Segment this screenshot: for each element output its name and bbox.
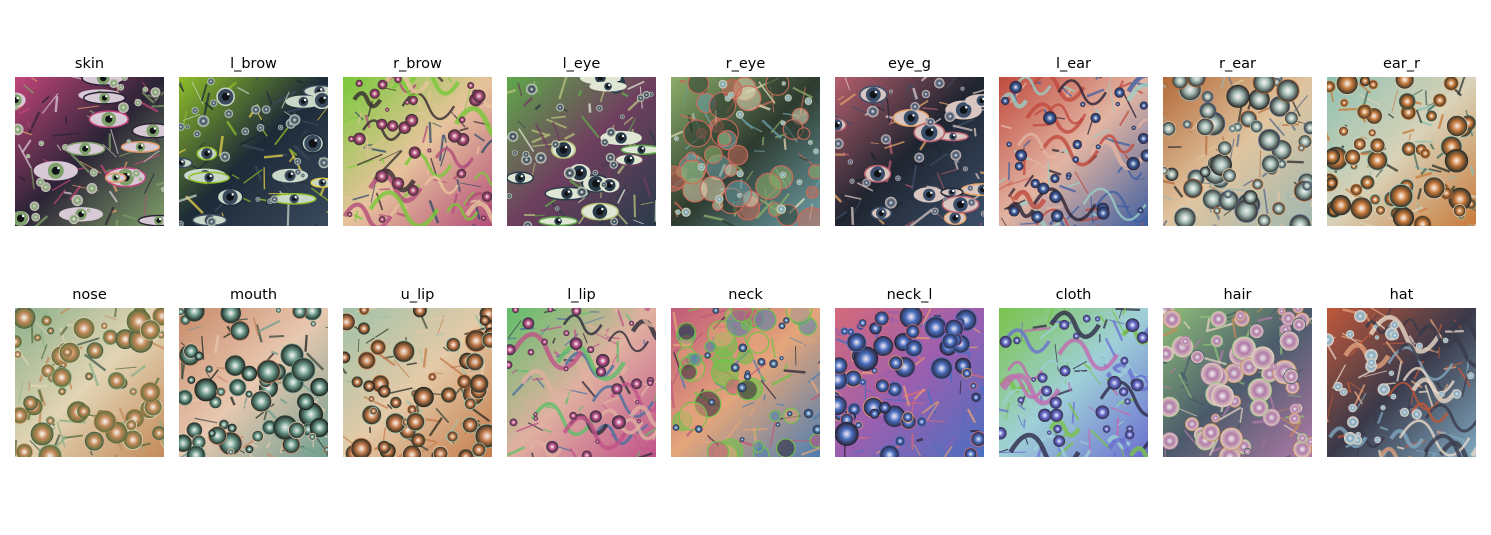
feature-visualization-image — [835, 308, 984, 457]
feature-visualization-image — [1163, 77, 1312, 226]
feature-visualization-image — [1327, 308, 1476, 457]
feature-visualization-image — [179, 308, 328, 457]
panel-title: l_eye — [562, 56, 601, 72]
feature-visualization-image — [179, 77, 328, 226]
panel-title: neck — [728, 287, 763, 303]
panel-title: u_lip — [400, 287, 435, 303]
feature-visualization-image — [671, 77, 820, 226]
feature-visualization-image — [835, 77, 984, 226]
panel-title: hair — [1223, 287, 1252, 303]
panel-title: ear_r — [1383, 56, 1420, 72]
feature-visualization-image — [1327, 77, 1476, 226]
panel-title: mouth — [229, 287, 278, 303]
panel-title: cloth — [1055, 287, 1092, 303]
panel-title: l_ear — [1055, 56, 1092, 72]
feature-visualization-image — [671, 308, 820, 457]
panel-title: l_brow — [230, 56, 277, 72]
feature-visualization-image — [1163, 308, 1312, 457]
feature-visualization-image — [507, 77, 656, 226]
panel-title: l_lip — [567, 287, 596, 303]
panel-title: skin — [74, 56, 105, 72]
feature-visualization-image — [343, 308, 492, 457]
feature-visualization-image — [15, 77, 164, 226]
panel-title: r_eye — [725, 56, 766, 72]
panel-title: hat — [1389, 287, 1414, 303]
feature-visualization-image — [999, 77, 1148, 226]
panel-title: neck_l — [886, 287, 933, 303]
feature-visualization-image — [343, 77, 492, 226]
feature-visualization-image — [999, 308, 1148, 457]
panel-title: nose — [72, 287, 107, 303]
feature-visualization-image — [507, 308, 656, 457]
feature-visualization-image — [15, 308, 164, 457]
panel-title: eye_g — [888, 56, 931, 72]
panel-title: r_brow — [393, 56, 442, 72]
panel-title: r_ear — [1219, 56, 1256, 72]
